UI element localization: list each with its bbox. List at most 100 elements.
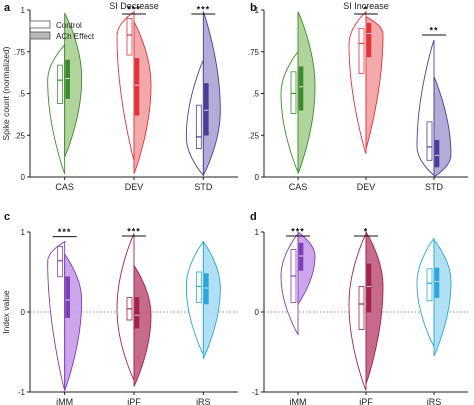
y-tick-label-c-2: 1 [21,228,26,237]
box-control-d-ipf [358,285,365,330]
panel-letter-b: b [250,2,257,14]
box-control-c-irs [195,271,202,303]
violin-control-a-cas [47,44,66,175]
y-tick-label-b-2: .5 [252,90,259,99]
panel-title-a: SI Decrease [109,1,159,11]
panel-letter-d: d [250,211,257,223]
violin-control-c-ipf [116,233,135,381]
box-ach-c-imm [65,276,70,318]
box-control-a-cas [57,64,64,104]
box-ach-b-dev [366,23,372,58]
box-control-a-std [195,104,202,150]
significance-label-c-imm: *** [58,227,72,237]
box-ach-a-cas [65,59,70,99]
x-tick-label-d-ipf: iPF [359,397,373,405]
legend-control-swatch [29,20,51,29]
box-ach-a-std [204,83,209,136]
x-tick-label-c-ipf: iPF [127,397,141,405]
violin-control-d-ipf [348,233,367,391]
x-tick-label-d-irs: iRS [427,397,442,405]
box-ach-d-irs [434,267,440,298]
panel-b: b SI Increase 0 .25 .5 .75 1 CAS * DEV ** STD [248,1,468,192]
x-tick-label-c-irs: iRS [196,397,211,405]
y-tick-label-a-3: .75 [14,48,26,57]
violin-ach-c-irs [202,241,221,359]
box-ach-d-ipf [366,263,372,313]
y-tick-label-c-1: 0 [21,308,26,317]
box-ach-b-cas [298,66,304,111]
x-tick-label-a-dev: DEV [125,182,144,192]
violin-group-b-std: ** [416,26,452,178]
violin-ach-a-cas [64,12,83,158]
box-ach-b-std [434,139,440,168]
significance-label-a-dev: *** [127,5,141,15]
violin-ach-d-irs [433,238,452,357]
violin-group-a-dev: *** [116,5,152,174]
violin-group-a-std: *** [185,5,221,176]
box-control-b-std [426,121,433,161]
significance-label-b-std: ** [429,26,438,36]
box-ach-c-irs [204,273,209,305]
y-tick-label-d-0: -1 [252,388,260,397]
legend-control-label: Control [56,21,82,30]
legend-ach-swatch [29,31,51,40]
violin-group-c-ipf: *** [116,227,152,387]
x-tick-label-b-std: STD [425,182,444,192]
x-tick-label-d-imm: iMM [290,397,307,405]
x-tick-label-c-imm: iMM [56,397,73,405]
panel-d: d -1 0 1 *** iMM * iPF iRS [250,211,468,405]
violin-control-c-imm [47,241,67,391]
violin-group-c-imm: *** [47,227,83,391]
box-control-b-cas [290,71,297,114]
violin-group-c-irs [185,241,221,359]
violin-ach-b-cas [297,11,316,174]
x-tick-label-a-cas: CAS [55,182,74,192]
legend: Control ACh Effect [29,20,95,41]
y-tick-label-a-4: 1 [21,6,26,15]
panel-letter-a: a [4,2,11,14]
y-axis-label-a: Spike count (normalized) [1,46,11,140]
y-tick-label-a-0: 0 [21,173,26,182]
panel-a: a SI Decrease Spike count (normalized) 0 .25… [1,1,238,192]
y-tick-label-a-2: .5 [18,90,25,99]
y-tick-label-d-2: 1 [255,228,260,237]
violin-control-d-irs [416,237,435,347]
violin-group-b-dev: * [348,5,384,154]
y-tick-label-a-1: .25 [14,131,26,140]
box-control-b-dev [358,27,365,74]
y-axis-label-c: Index value [1,290,11,334]
violin-control-c-irs [185,241,204,355]
box-control-d-irs [426,268,433,302]
significance-label-d-imm: *** [291,227,305,237]
violin-group-a-cas [47,12,83,175]
x-tick-label-b-dev: DEV [357,182,376,192]
panel-c: c Index value -1 0 1 *** iMM *** iPF iRS [1,211,238,405]
violin-group-d-imm: *** [280,227,316,337]
significance-label-a-std: *** [197,5,211,15]
x-tick-label-b-cas: CAS [289,182,308,192]
y-tick-label-b-1: .25 [248,131,260,140]
panel-title-b: SI Increase [343,1,389,11]
box-control-a-dev [126,17,133,56]
significance-label-d-ipf: * [364,227,369,237]
violin-group-d-irs [416,237,452,357]
y-tick-label-b-0: 0 [255,173,260,182]
box-ach-a-dev [134,58,140,116]
box-ach-c-ipf [134,297,140,329]
y-tick-label-d-1: 0 [255,308,260,317]
box-ach-d-imm [298,242,304,271]
significance-label-c-ipf: *** [127,227,141,237]
box-control-c-imm [57,245,64,278]
violin-ach-c-imm [64,253,83,391]
y-tick-label-b-3: .75 [248,48,260,57]
violin-group-b-cas [280,11,316,174]
y-tick-label-b-4: 1 [255,6,260,15]
y-tick-label-c-0: -1 [18,388,26,397]
significance-label-b-dev: * [364,5,369,15]
violin-group-d-ipf: * [348,227,384,391]
legend-ach-label: ACh Effect [56,32,95,41]
violin-ach-c-ipf [133,264,152,387]
x-tick-label-a-std: STD [194,182,213,192]
panel-letter-c: c [4,211,10,223]
